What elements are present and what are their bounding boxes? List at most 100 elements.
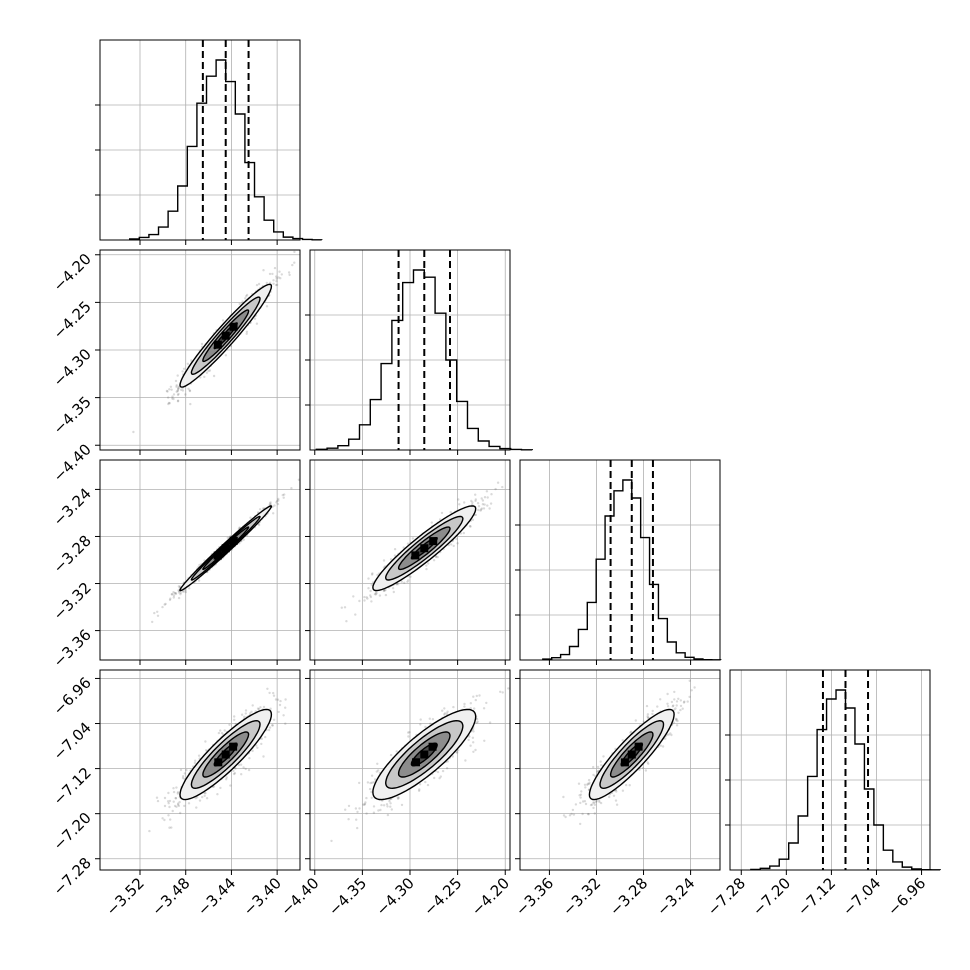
sample-point xyxy=(170,388,173,391)
sample-point xyxy=(463,702,466,706)
sample-point xyxy=(171,809,174,813)
density-peak xyxy=(221,544,230,553)
panel-3-1 xyxy=(305,669,511,875)
sample-point xyxy=(268,281,272,284)
sample-point xyxy=(184,590,187,594)
sample-point xyxy=(364,801,367,804)
sample-point xyxy=(434,555,438,559)
sample-point xyxy=(132,430,135,434)
sample-point xyxy=(276,502,280,506)
sample-point xyxy=(344,808,347,811)
sample-point xyxy=(172,397,175,401)
sample-point xyxy=(216,793,219,796)
sample-point xyxy=(177,387,180,391)
sample-point xyxy=(372,805,376,808)
sample-point xyxy=(463,501,466,504)
sample-point xyxy=(256,746,259,749)
sample-point xyxy=(204,749,208,752)
sample-point xyxy=(182,367,186,370)
sample-point xyxy=(481,499,485,502)
sample-point xyxy=(440,511,444,515)
sample-point xyxy=(232,772,236,776)
sample-point xyxy=(475,694,478,698)
sample-point xyxy=(167,401,171,405)
sample-point xyxy=(284,722,287,725)
sample-point xyxy=(244,709,248,712)
sample-point xyxy=(272,718,276,721)
sample-point xyxy=(366,781,370,784)
sample-point xyxy=(436,555,439,559)
y-tick-label: −7.12 xyxy=(50,764,95,809)
sample-point xyxy=(164,602,167,606)
density-peak xyxy=(420,750,429,759)
sample-point xyxy=(269,503,272,506)
sample-point xyxy=(445,712,448,715)
sample-point xyxy=(443,707,446,710)
sample-point xyxy=(260,742,263,746)
x-tick-label: −4.40 xyxy=(277,874,322,919)
sample-point xyxy=(452,705,455,709)
sample-point xyxy=(184,588,187,592)
sample-point xyxy=(354,613,357,616)
sample-point xyxy=(407,735,410,738)
sample-point xyxy=(255,283,259,287)
sample-point xyxy=(356,826,359,830)
sample-point xyxy=(171,397,174,400)
sample-point xyxy=(433,776,436,780)
sample-point xyxy=(456,542,459,545)
sample-point xyxy=(228,723,231,726)
sample-point xyxy=(233,715,236,718)
sample-point xyxy=(279,277,282,280)
sample-point xyxy=(233,772,237,775)
density-peak xyxy=(213,340,222,349)
panel-1-1 xyxy=(305,249,533,455)
sample-point xyxy=(262,705,266,709)
y-tick-label: −4.35 xyxy=(50,393,95,438)
sample-point xyxy=(482,507,486,510)
sample-point xyxy=(371,572,374,575)
sample-point xyxy=(395,750,398,753)
sample-point xyxy=(282,714,285,717)
sample-point xyxy=(486,504,489,507)
sample-point xyxy=(238,526,241,529)
sample-point xyxy=(249,712,252,715)
sample-point xyxy=(181,590,184,593)
sample-point xyxy=(251,704,254,707)
sample-point xyxy=(260,737,264,740)
sample-point xyxy=(489,502,493,505)
sample-point xyxy=(382,559,386,562)
sample-point xyxy=(467,738,470,742)
sample-point xyxy=(449,510,452,514)
sample-point xyxy=(168,799,172,803)
sample-point xyxy=(177,596,181,600)
sample-point xyxy=(262,755,265,758)
sample-point xyxy=(388,800,391,803)
sample-point xyxy=(245,295,248,298)
sample-point xyxy=(574,803,578,806)
x-tick-label: −3.48 xyxy=(148,874,193,919)
sample-point xyxy=(366,597,369,600)
sample-point xyxy=(392,590,395,594)
sample-point xyxy=(205,371,209,374)
sample-point xyxy=(183,772,186,775)
sample-point xyxy=(240,773,243,776)
y-tick-label: −3.24 xyxy=(50,485,95,530)
sample-point xyxy=(237,763,241,767)
sample-point xyxy=(459,532,463,535)
panel-3-2 xyxy=(515,669,721,875)
sample-point xyxy=(253,317,257,320)
sample-point xyxy=(219,729,222,732)
sample-point xyxy=(180,388,183,391)
sample-point xyxy=(188,389,192,393)
y-tick-label: −4.30 xyxy=(50,345,95,390)
sample-point xyxy=(363,595,366,599)
x-tick-label: −3.44 xyxy=(194,874,239,919)
sample-point xyxy=(177,387,180,390)
sample-point xyxy=(473,707,476,710)
sample-point xyxy=(275,277,278,280)
sample-point xyxy=(469,702,472,705)
sample-point xyxy=(593,812,596,815)
sample-point xyxy=(385,803,389,806)
sample-point xyxy=(163,796,167,800)
sample-point xyxy=(409,575,412,578)
